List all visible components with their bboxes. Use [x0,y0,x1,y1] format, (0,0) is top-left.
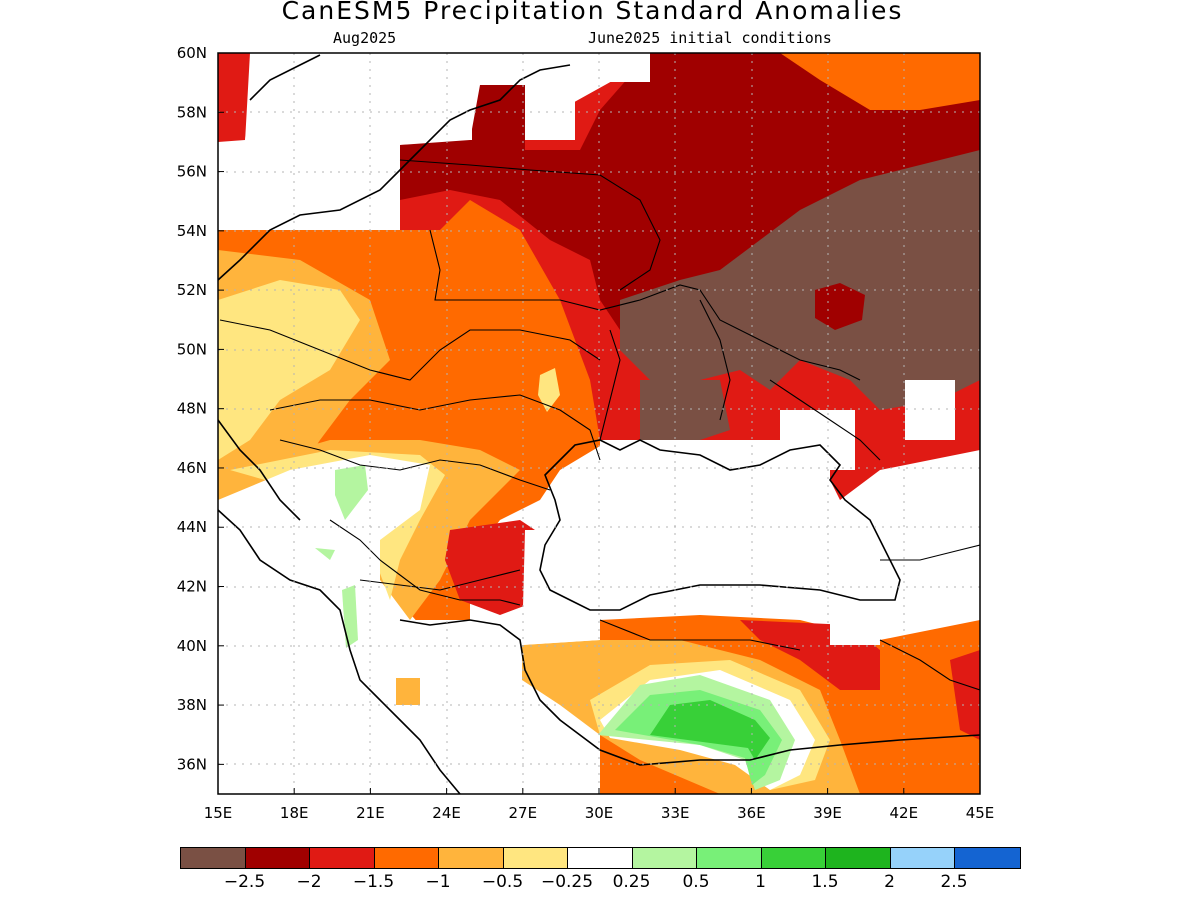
colorbar-swatch [632,848,697,868]
lon-tick-label: 27E [509,804,538,822]
country-borders [219,159,980,691]
anomaly-region-minus025-west [218,280,360,460]
colorbar-swatch [761,848,826,868]
colorbar-swatch [697,848,762,868]
anomaly-region-minus1-north-band [780,53,980,110]
lon-tick-label: 45E [966,804,995,822]
lat-tick-label: 46N [177,459,207,477]
lon-tick-label: 30E [585,804,614,822]
colorbar-swatch [181,848,246,868]
colorbar-swatch [245,848,310,868]
initial-conditions: June2025 initial conditions [588,29,832,47]
masked-aegean [395,620,548,794]
colorbar-swatch [955,848,1020,868]
anomaly-region-plus025-serbia [335,465,368,520]
colorbar-label: −0.25 [540,872,594,892]
colorbar-label: −2.5 [223,872,266,892]
lon-tick-label: 42E [890,804,919,822]
lon-tick-label: 18E [280,804,309,822]
colorbar-swatch [503,848,568,868]
colorbar-swatch [568,848,633,868]
anomaly-region-minus05-greece-patch [396,678,420,705]
anomaly-region-minus15-scandinavia [218,53,250,142]
masked-black-sea [522,410,905,645]
anomaly-region-minus2-north [400,53,980,330]
coastlines [218,54,980,794]
colorbar-swatch [310,848,375,868]
colorbar-swatch [439,848,504,868]
colorbar-label: 0.25 [612,872,651,892]
colorbar-swatch [374,848,439,868]
colorbar-label: −0.5 [481,872,524,892]
lat-tick-label: 54N [177,222,207,240]
lat-tick-label: 56N [177,163,207,181]
anomaly-region-neutral-balkan [218,455,430,794]
lat-tick-label: 50N [177,340,207,358]
map-fields [218,53,980,794]
masked-volga-gap [905,380,955,440]
lat-tick-label: 38N [177,696,207,714]
colorbar-label: 1.5 [811,872,839,892]
lat-tick-label: 52N [177,281,207,299]
lat-tick-label: 48N [177,400,207,418]
colorbar-label: 0.5 [682,872,710,892]
anomaly-region-minus15-far-east [950,650,980,740]
colorbar-swatch [890,848,955,868]
forecast-month: Aug2025 [333,29,397,47]
graticule [218,53,980,794]
lon-tick-label: 15E [204,804,233,822]
colorbar-label: 1 [755,872,766,892]
longitude-ticks: 15E 18E 21E 24E 27E 30E 33E 36E 39E 42E 45E [204,788,995,822]
colorbar-swatch [826,848,891,868]
chart-title: CanESM5 Precipitation Standard Anomalies [281,0,904,25]
latitude-ticks: 60N 58N 56N 54N 52N 50N 48N 46N 44N 42N 40N 38N 36N [177,44,224,773]
colorbar [180,847,1021,869]
lon-tick-label: 24E [432,804,461,822]
anomaly-region-minus1-moldova-patch [538,368,560,412]
lat-tick-label: 42N [177,578,207,596]
lat-tick-label: 60N [177,44,207,62]
lat-tick-label: 58N [177,103,207,121]
anomaly-region-minus25-black-sea-coast [640,380,730,440]
anomaly-region-plus1-anatolia [650,700,770,760]
colorbar-label: 2 [884,872,895,892]
lon-tick-label: 21E [356,804,385,822]
lat-tick-label: 44N [177,518,207,536]
colorbar-label: 2.5 [940,872,968,892]
masked-baltic [218,53,650,230]
lon-tick-label: 36E [737,804,766,822]
anomaly-region-plus025-bosnia [315,548,335,560]
colorbar-label: −1.5 [352,872,395,892]
anomaly-region-minus25-ukraine-russia [620,150,980,410]
colorbar-label: −1 [425,872,451,892]
lon-tick-label: 33E [661,804,690,822]
colorbar-label: −2 [296,872,322,892]
lat-tick-label: 36N [177,755,207,773]
lon-tick-label: 39E [813,804,842,822]
lat-tick-label: 40N [177,637,207,655]
